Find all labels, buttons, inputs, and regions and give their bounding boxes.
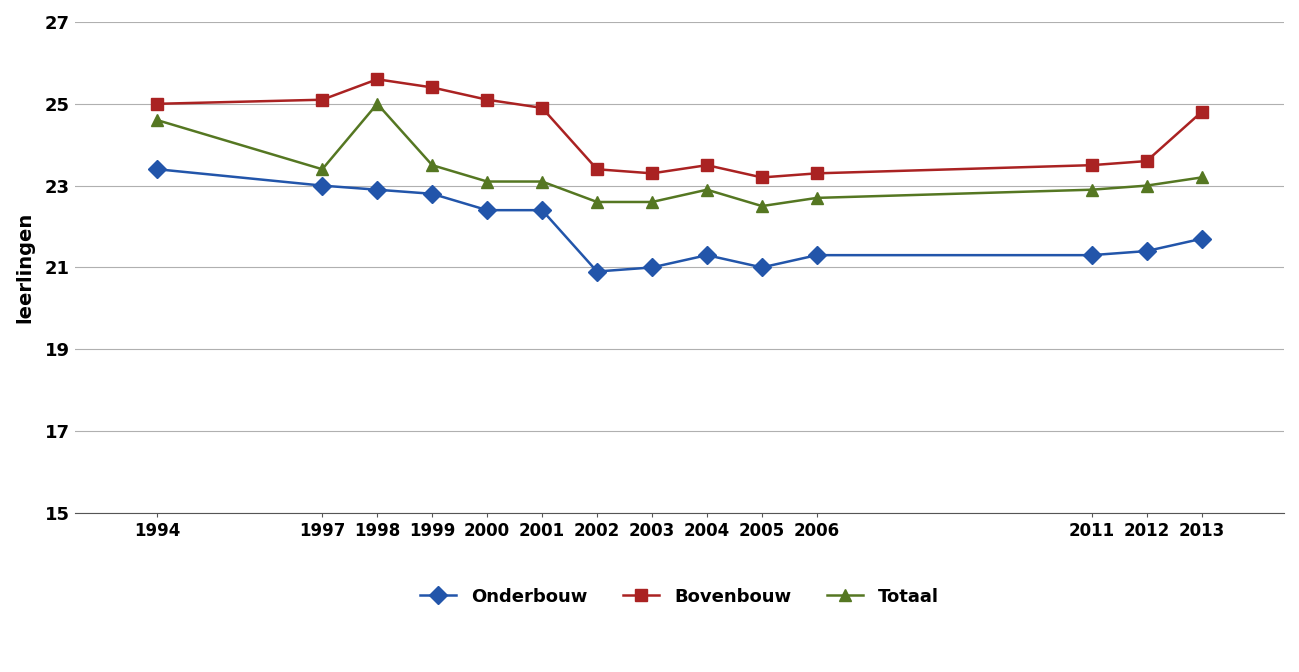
- Bovenbouw: [699, 161, 714, 169]
- Totaal: [644, 198, 660, 206]
- Onderbouw: [369, 185, 385, 194]
- Totaal: [590, 198, 605, 206]
- Totaal: [534, 177, 549, 185]
- Bovenbouw: [644, 169, 660, 177]
- Bovenbouw: [534, 104, 549, 112]
- Bovenbouw: [1139, 157, 1155, 165]
- Bovenbouw: [809, 169, 825, 177]
- Bovenbouw: [755, 173, 770, 181]
- Onderbouw: [425, 190, 440, 198]
- Onderbouw: [1139, 247, 1155, 255]
- Onderbouw: [149, 165, 165, 173]
- Totaal: [699, 185, 714, 194]
- Totaal: [1139, 181, 1155, 190]
- Bovenbouw: [425, 83, 440, 91]
- Onderbouw: [644, 263, 660, 271]
- Onderbouw: [534, 206, 549, 214]
- Totaal: [479, 177, 495, 185]
- Totaal: [1083, 185, 1099, 194]
- Totaal: [314, 165, 330, 173]
- Totaal: [425, 161, 440, 169]
- Onderbouw: [314, 181, 330, 190]
- Onderbouw: [809, 251, 825, 259]
- Bovenbouw: [314, 95, 330, 103]
- Bovenbouw: [479, 95, 495, 103]
- Onderbouw: [590, 267, 605, 276]
- Bovenbouw: [1194, 108, 1209, 116]
- Onderbouw: [479, 206, 495, 214]
- Line: Totaal: Totaal: [151, 97, 1208, 212]
- Totaal: [369, 99, 385, 108]
- Y-axis label: leerlingen: leerlingen: [16, 212, 34, 323]
- Bovenbouw: [590, 165, 605, 173]
- Line: Onderbouw: Onderbouw: [151, 163, 1208, 278]
- Legend: Onderbouw, Bovenbouw, Totaal: Onderbouw, Bovenbouw, Totaal: [413, 581, 946, 614]
- Totaal: [809, 194, 825, 202]
- Onderbouw: [1194, 235, 1209, 243]
- Totaal: [149, 116, 165, 124]
- Onderbouw: [1083, 251, 1099, 259]
- Onderbouw: [699, 251, 714, 259]
- Onderbouw: [755, 263, 770, 271]
- Bovenbouw: [369, 75, 385, 83]
- Totaal: [1194, 173, 1209, 181]
- Bovenbouw: [149, 99, 165, 108]
- Bovenbouw: [1083, 161, 1099, 169]
- Line: Bovenbouw: Bovenbouw: [151, 73, 1208, 183]
- Totaal: [755, 202, 770, 210]
